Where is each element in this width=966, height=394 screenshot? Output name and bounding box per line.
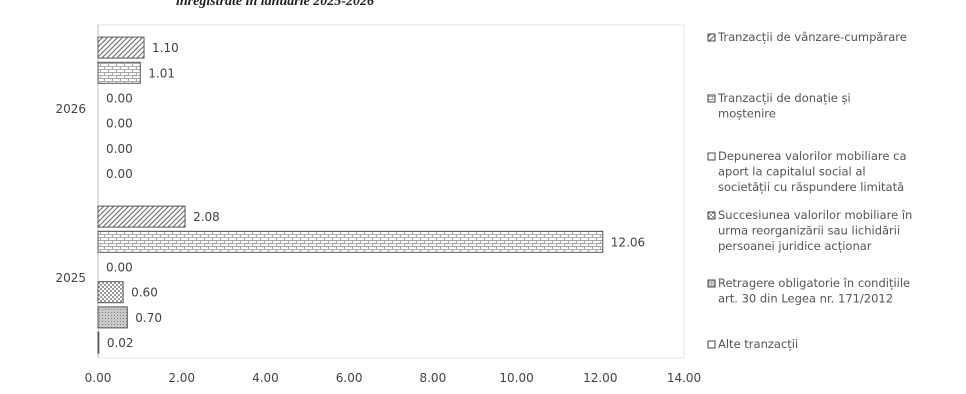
legend-swatch (707, 211, 716, 220)
data-label: 0.00 (106, 142, 133, 156)
chart-title: înregistrate în ianuarie 2025-2026 (176, 0, 374, 9)
legend: Tranzacții de vânzare-cumpărare Tranzacți… (707, 30, 912, 351)
x-tick-label: 0.00 (85, 371, 112, 385)
data-label: 0.00 (106, 167, 133, 181)
bar (97, 306, 128, 329)
data-label: 0.00 (106, 261, 133, 275)
bar (97, 281, 124, 304)
x-tick-label: 6.00 (336, 371, 363, 385)
data-label: 0.70 (135, 311, 162, 325)
plot-area: 0.00 2.00 4.00 6.00 8.00 10.00 12.00 14.00 2026 1… (55, 24, 701, 385)
x-tick-label: 12.00 (583, 371, 617, 385)
legend-label: societății cu răspundere limitată (718, 180, 904, 194)
legend-swatch (707, 94, 716, 103)
legend-label: urma reorganizării sau lichidării (718, 224, 900, 238)
data-label: 12.06 (611, 235, 645, 249)
legend-label: aport la capitalul social al (718, 165, 866, 179)
x-tick-label: 10.00 (499, 371, 533, 385)
legend-label: art. 30 din Legea nr. 171/2012 (718, 292, 893, 306)
data-label: 0.60 (131, 286, 158, 300)
legend-swatch (707, 33, 716, 42)
x-tick-label: 14.00 (667, 371, 701, 385)
legend-label: Retragere obligatorie în condițiile (718, 276, 910, 290)
category-label: 2026 (55, 102, 86, 116)
bar (97, 331, 100, 354)
bar (97, 36, 145, 59)
legend-label: Alte tranzacții (718, 337, 798, 351)
legend-swatch (707, 340, 716, 349)
legend-label: persoanei juridice acționar (718, 239, 872, 253)
bar (97, 61, 141, 84)
x-tick-label: 8.00 (419, 371, 446, 385)
x-tick-label: 2.00 (168, 371, 195, 385)
bar (97, 205, 186, 228)
legend-label: Depunerea valorilor mobiliare ca (718, 149, 907, 163)
legend-swatch (707, 152, 716, 161)
data-label: 0.00 (106, 117, 133, 131)
legend-label: moștenire (718, 107, 776, 121)
x-tick-label: 4.00 (252, 371, 279, 385)
data-label: 0.00 (106, 92, 133, 106)
category-label: 2025 (55, 271, 86, 285)
legend-label: Tranzacții de donație și (717, 91, 851, 105)
data-label: 0.02 (107, 336, 134, 350)
legend-label: Succesiunea valorilor mobiliare în (718, 208, 912, 222)
data-label: 1.01 (148, 66, 175, 80)
legend-swatch (707, 279, 716, 288)
data-label: 1.10 (152, 41, 179, 55)
legend-label: Tranzacții de vânzare-cumpărare (717, 30, 907, 44)
bar (97, 230, 604, 253)
data-label: 2.08 (193, 210, 220, 224)
